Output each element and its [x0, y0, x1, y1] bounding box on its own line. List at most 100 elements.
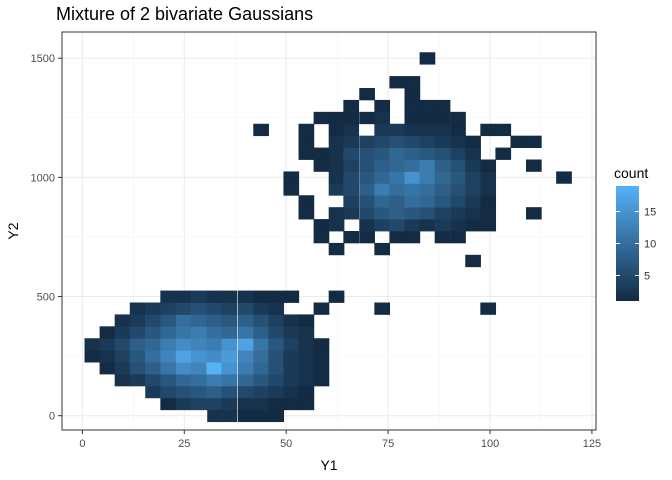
heatmap-tile [298, 123, 315, 137]
heatmap-tile [160, 326, 177, 339]
heatmap-tile [221, 362, 238, 375]
heatmap-tile [480, 195, 497, 208]
heatmap-tile [253, 409, 269, 423]
heatmap-tile [253, 123, 269, 137]
heatmap-tile [328, 242, 345, 256]
heatmap-tile [359, 135, 375, 148]
heatmap-tile [434, 135, 451, 148]
heatmap-tile [389, 195, 406, 208]
heatmap-tile [268, 350, 285, 363]
heatmap-tile [343, 231, 360, 244]
heatmap-tile [434, 111, 451, 125]
heatmap-tile [343, 159, 360, 172]
heatmap-tile [268, 373, 285, 387]
y-axis-title: Y2 [5, 222, 21, 239]
heatmap-tile [160, 350, 177, 363]
heatmap-tile [298, 362, 315, 375]
heatmap-tile [389, 183, 406, 196]
heatmap-tile [465, 135, 481, 148]
heatmap-tile [404, 195, 421, 208]
heatmap-tile [298, 385, 315, 399]
heatmap-tile [359, 147, 375, 160]
heatmap-tile [419, 207, 436, 220]
heatmap-tile [190, 385, 207, 399]
heatmap-tile [237, 326, 254, 339]
heatmap-tile [175, 290, 192, 303]
heatmap-tile [495, 147, 512, 160]
heatmap-tile [404, 76, 421, 89]
color-legend: count 5 10 15 [614, 165, 656, 301]
heatmap-tile [374, 302, 391, 315]
heatmap-tile [434, 231, 451, 244]
tile-layer [84, 52, 572, 423]
heatmap-tile [237, 290, 254, 303]
heatmap-tile [283, 290, 300, 303]
heatmap-tile [237, 397, 254, 411]
heatmap-tile [298, 314, 315, 327]
heatmap-tile [221, 290, 238, 303]
heatmap-tile [268, 326, 285, 339]
heatmap-tile [145, 362, 161, 375]
heatmap-tile [298, 350, 315, 363]
heatmap-tile [160, 314, 177, 327]
heatmap-tile [237, 302, 254, 315]
heatmap-tile [419, 135, 436, 148]
heatmap-tile [160, 302, 177, 315]
heatmap-tile [465, 254, 481, 268]
heatmap-tile [207, 409, 223, 423]
heatmap-tile [389, 76, 406, 89]
heatmap-tile [221, 409, 238, 423]
heatmap-tile [328, 123, 345, 137]
heatmap-tile [268, 338, 285, 351]
x-tick-label: 75 [382, 438, 394, 450]
heatmap-tile [404, 231, 421, 244]
heatmap-tile [160, 362, 177, 375]
heatmap-tile [175, 362, 192, 375]
heatmap-tile [268, 385, 285, 399]
heatmap-tile [313, 111, 330, 125]
heatmap-tile [434, 159, 451, 172]
heatmap-tile [450, 171, 466, 184]
heatmap-tile [283, 314, 300, 327]
heatmap-tile [434, 147, 451, 160]
heatmap-tile [343, 135, 360, 148]
heatmap-tile [419, 171, 436, 184]
heatmap-tile [268, 302, 285, 315]
heatmap-tile [404, 147, 421, 160]
heatmap-tile [160, 385, 177, 399]
heatmap-tile [237, 338, 254, 351]
heatmap-tile [114, 326, 131, 339]
heatmap-tile [313, 159, 330, 172]
heatmap-tile [359, 231, 375, 244]
heatmap-tile [206, 397, 223, 411]
heatmap-tile [237, 362, 254, 375]
heatmap-tile [206, 290, 223, 303]
heatmap-tile [328, 207, 345, 220]
legend-tick-label: 10 [644, 239, 656, 251]
heatmap-tile [419, 123, 436, 137]
x-axis-title: Y1 [320, 457, 337, 473]
heatmap-tile [404, 111, 421, 125]
heatmap-tile [114, 373, 131, 387]
heatmap-tile [419, 195, 436, 208]
heatmap-tile [389, 159, 406, 172]
heatmap-tile [175, 373, 192, 387]
heatmap-tile [237, 409, 254, 423]
heatmap-tile [374, 111, 391, 125]
heatmap-tile [129, 373, 146, 387]
heatmap-tile [237, 314, 254, 327]
heatmap-tile [175, 350, 192, 363]
heatmap-tile [328, 219, 345, 232]
heatmap-tile [404, 219, 421, 232]
heatmap-tile [283, 183, 300, 196]
heatmap-tile [221, 350, 238, 363]
heatmap-tile [175, 314, 192, 327]
heatmap-tile [343, 147, 360, 160]
heatmap-tile [434, 171, 451, 184]
heatmap-tile [298, 207, 315, 220]
heatmap-tile [268, 362, 285, 375]
heatmap-tile [328, 147, 345, 160]
heatmap-tile [313, 362, 330, 375]
heatmap-tile [313, 231, 330, 244]
heatmap-tile [389, 135, 406, 148]
